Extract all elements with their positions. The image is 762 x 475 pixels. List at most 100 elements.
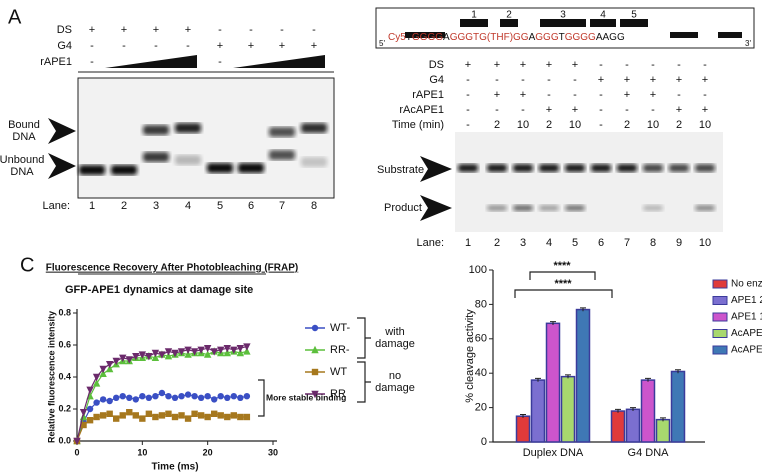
band [175,155,201,165]
label: + [494,89,500,101]
panel-label: C [20,254,34,276]
band [643,164,663,172]
marker [171,394,179,401]
label: 80 [475,298,487,310]
marker [224,394,231,401]
label: + [465,59,471,71]
label: - [466,104,470,116]
label: WT [330,366,347,378]
label: 2 [121,200,127,212]
label: 8 [311,200,317,212]
significance-bracket [514,271,613,298]
marker [177,348,186,356]
band [175,123,201,133]
sequence-part: A [443,32,450,43]
marker [158,351,166,359]
label: + [650,89,656,101]
panel-label: A [8,6,22,28]
label: 5 [631,10,637,21]
label: No enzyme [731,279,762,290]
label: 20 [475,402,487,414]
label: - [90,40,94,52]
label: - [249,24,253,36]
marker [230,346,238,354]
motif-box [460,19,488,27]
sequence-part: GGG [450,32,474,43]
marker [210,348,218,356]
label: 40 [475,367,487,379]
band [643,205,663,211]
marker [237,394,244,401]
label: - [677,59,681,71]
label: + [185,24,191,36]
label: 5 [217,200,223,212]
marker [132,412,139,419]
band [269,127,295,137]
marker [92,379,101,387]
band [111,165,137,175]
label: 8 [650,237,656,249]
label: + [676,74,682,86]
marker [92,373,101,382]
bar [625,408,641,443]
error-bar [550,321,556,326]
label: % cleavage activity [464,309,476,403]
marker [145,394,153,401]
marker [224,413,231,421]
label: - [495,74,499,86]
arrow [420,195,452,221]
label: - [280,24,284,36]
label: 20 [203,447,213,457]
marker [99,412,107,419]
label: Lane: [42,200,70,212]
sequence-part: A [529,32,536,43]
marker [243,343,251,351]
marker [217,346,225,354]
marker [243,393,251,400]
marker [151,349,160,358]
marker [197,346,205,354]
marker [203,350,212,358]
marker [152,393,159,400]
sequence: Cy5TGGGGAGGGTG(THF)GGAGGGTGGGGAAGG [388,32,625,43]
marker [126,409,133,416]
label: damage [375,382,415,394]
label: 5' [379,39,385,48]
label: 0.0 [58,435,71,445]
label: 2 [546,119,552,131]
gel-bands [458,164,715,211]
band [695,164,715,172]
motif-box [590,19,616,27]
label: APE1 2 min [731,295,762,306]
marker [105,361,114,369]
label: + [520,89,526,101]
marker [203,345,212,353]
marker [184,346,192,354]
label: + [217,40,223,52]
bar [575,308,591,443]
label: 10 [699,119,711,131]
label: More stable binding [266,392,346,402]
label: 3' [745,39,751,48]
label: - [573,74,577,86]
marker [178,393,185,400]
label: 0.6 [58,339,71,349]
label: 2 [494,237,500,249]
label: + [702,74,708,86]
marker [93,399,100,406]
marker [145,353,153,361]
label: + [153,24,159,36]
label: 4 [546,237,552,249]
label: + [546,59,552,71]
label: 1 [465,237,471,249]
label: **** [553,260,571,272]
marker [73,437,81,446]
motif-box [500,19,518,27]
marker [311,368,319,376]
label: + [89,24,95,36]
label: rAcAPE1 [399,104,444,116]
bar [610,410,626,443]
label: 4 [185,200,191,212]
error-bar [535,377,541,382]
marker [112,357,120,366]
